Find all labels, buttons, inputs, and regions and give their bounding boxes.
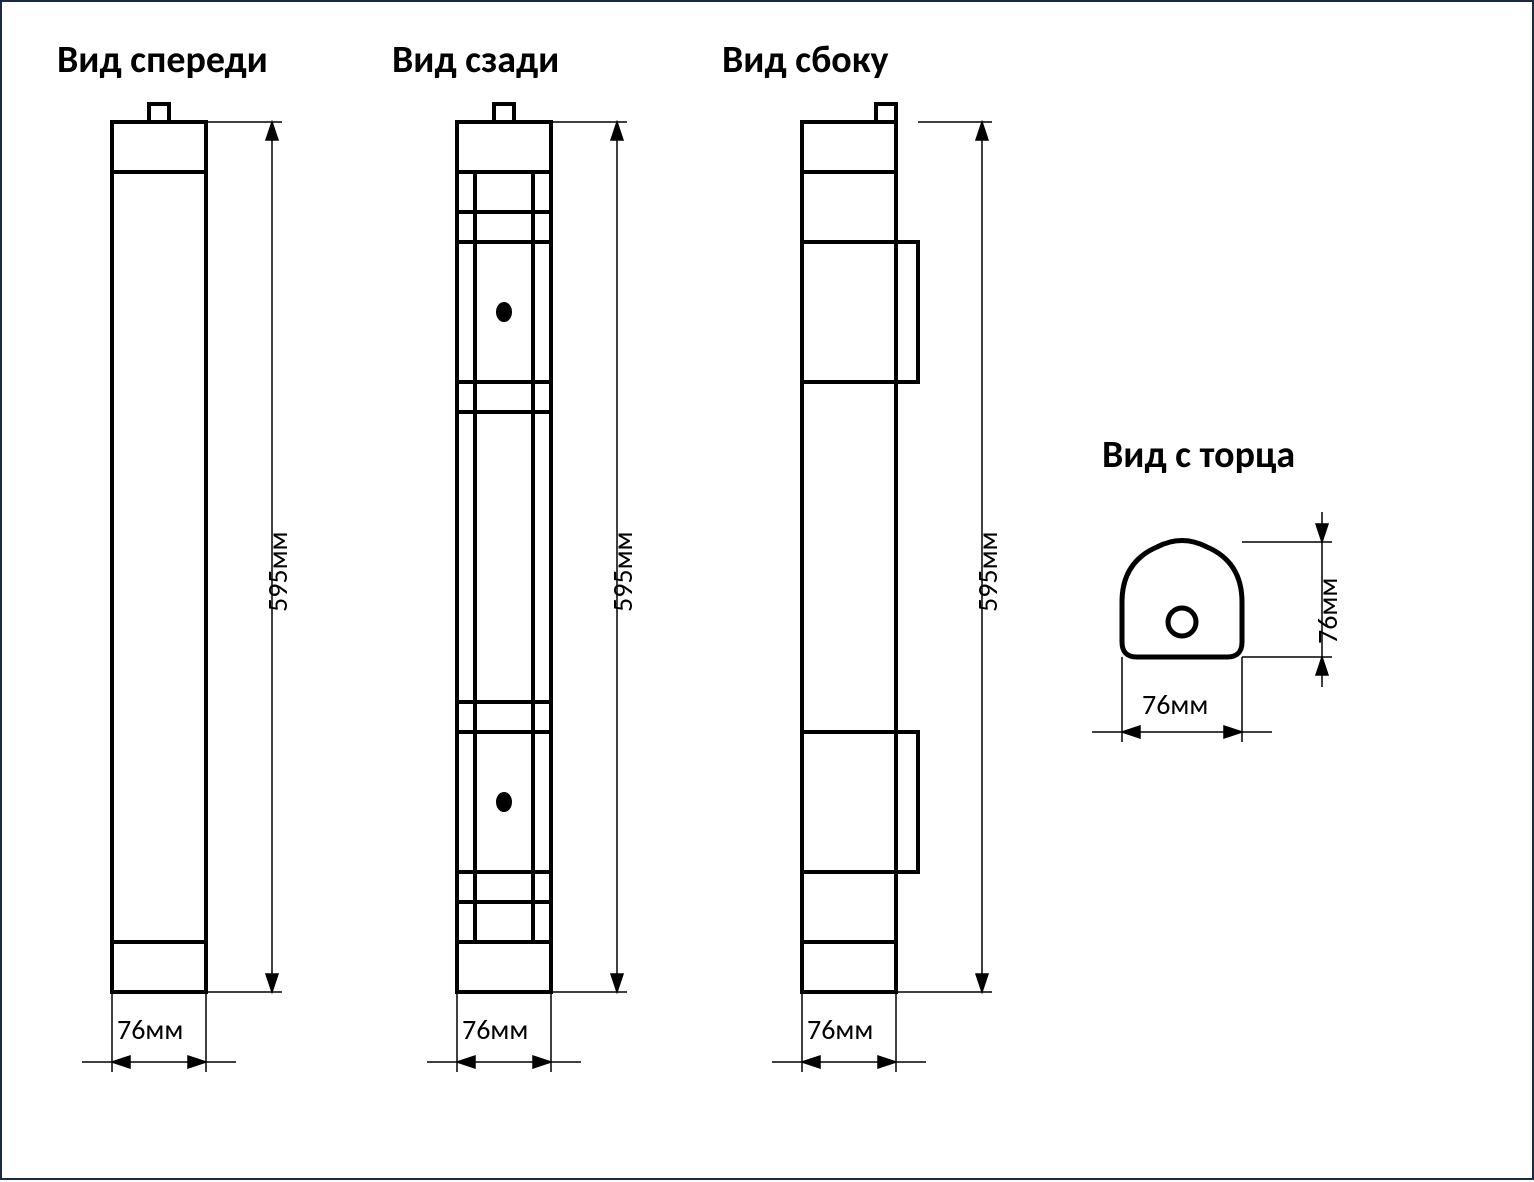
end-dim-width: 76мм	[1142, 687, 1208, 722]
drawing-page: Вид спереди Вид сзади Вид сбоку Вид с то…	[0, 0, 1534, 1180]
end-dim-height: 76мм	[1310, 578, 1345, 644]
end-view	[2, 2, 1534, 1182]
